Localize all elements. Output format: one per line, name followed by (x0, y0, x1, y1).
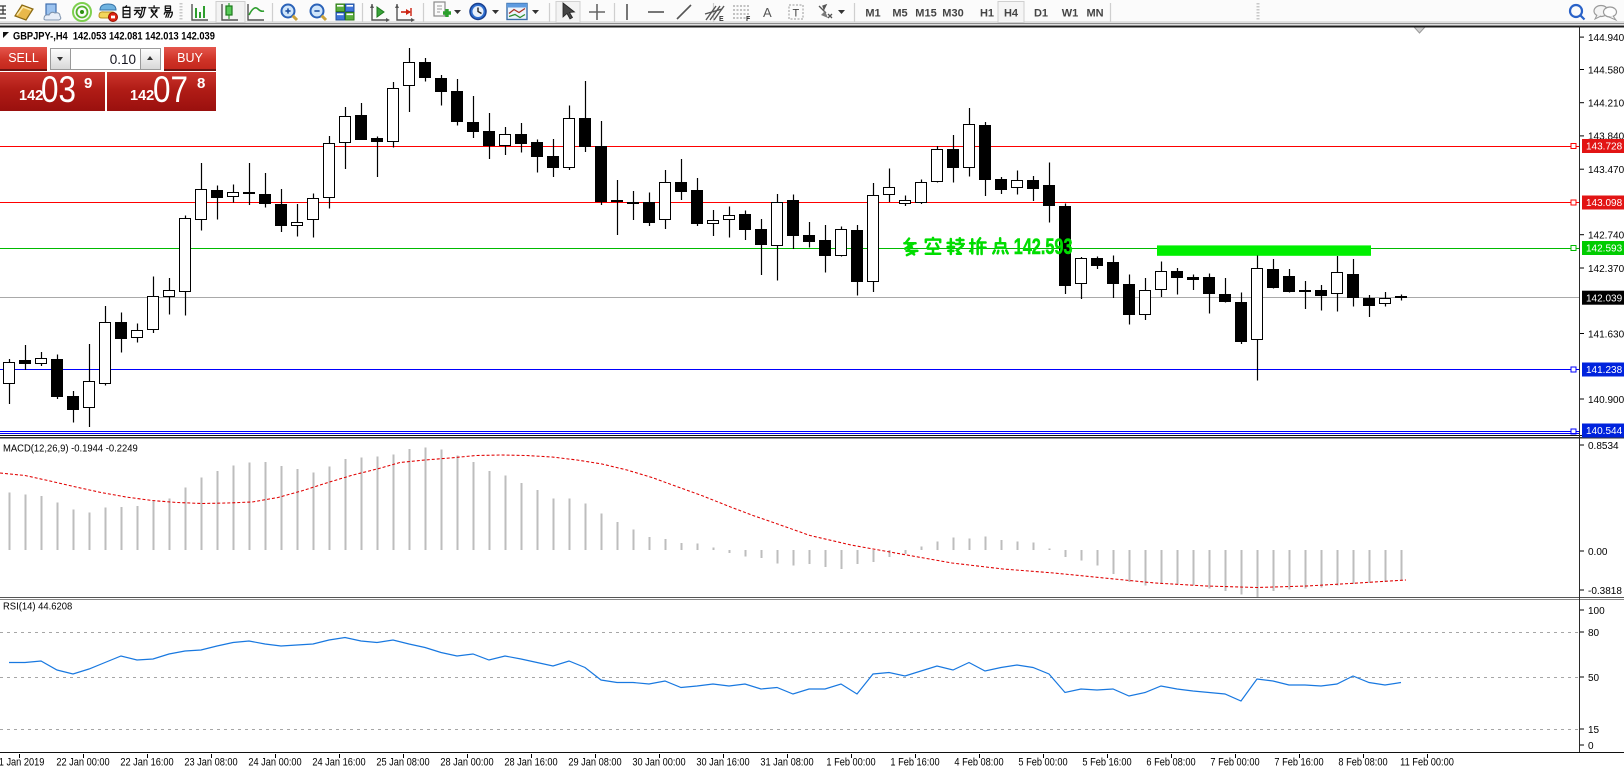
svg-text:M1: M1 (865, 8, 880, 20)
svg-text:143.728: 143.728 (1586, 142, 1623, 153)
svg-text:31 Jan 08:00: 31 Jan 08:00 (760, 757, 814, 769)
svg-text:1 Feb 00:00: 1 Feb 00:00 (826, 757, 876, 769)
svg-text:143.098: 143.098 (1586, 198, 1623, 209)
svg-text:142.039: 142.039 (1586, 293, 1623, 304)
svg-text:28 Jan 00:00: 28 Jan 00:00 (440, 757, 494, 769)
svg-text:30 Jan 00:00: 30 Jan 00:00 (632, 757, 686, 769)
svg-text:5 Feb 00:00: 5 Feb 00:00 (1018, 757, 1068, 769)
svg-text:50: 50 (1588, 673, 1600, 684)
svg-text:M30: M30 (942, 8, 963, 20)
svg-text:GBPJPY-,H4 142.053 142.081 14: GBPJPY-,H4 142.053 142.081 142.013 142.0… (13, 31, 215, 43)
svg-text:140.900: 140.900 (1588, 395, 1624, 406)
svg-text:7 Feb 16:00: 7 Feb 16:00 (1274, 757, 1324, 769)
svg-text:24 Jan 16:00: 24 Jan 16:00 (312, 757, 366, 769)
svg-text:H1: H1 (980, 8, 994, 20)
svg-text:144.580: 144.580 (1588, 65, 1624, 76)
svg-text:5 Feb 16:00: 5 Feb 16:00 (1082, 757, 1132, 769)
svg-text:A: A (763, 5, 772, 20)
svg-text:22 Jan 16:00: 22 Jan 16:00 (120, 757, 174, 769)
svg-text:0.00: 0.00 (1588, 547, 1608, 558)
svg-text:15: 15 (1588, 725, 1600, 736)
svg-text:140.544: 140.544 (1586, 426, 1623, 437)
svg-text:RSI(14) 44.6208: RSI(14) 44.6208 (3, 601, 73, 613)
svg-text:141.630: 141.630 (1588, 329, 1624, 340)
svg-text:29 Jan 08:00: 29 Jan 08:00 (568, 757, 622, 769)
svg-text:1 Feb 16:00: 1 Feb 16:00 (890, 757, 940, 769)
svg-text:-0.3818: -0.3818 (1588, 586, 1622, 597)
svg-text:30 Jan 16:00: 30 Jan 16:00 (696, 757, 750, 769)
svg-text:7 Feb 00:00: 7 Feb 00:00 (1210, 757, 1260, 769)
svg-text:W1: W1 (1062, 8, 1079, 20)
svg-text:F: F (746, 16, 751, 23)
svg-text:8 Feb 08:00: 8 Feb 08:00 (1338, 757, 1388, 769)
svg-text:80: 80 (1588, 628, 1600, 639)
svg-text:21 Jan 2019: 21 Jan 2019 (0, 757, 45, 769)
svg-text:143.840: 143.840 (1588, 132, 1624, 143)
svg-text:142.740: 142.740 (1588, 231, 1624, 242)
svg-text:4 Feb 08:00: 4 Feb 08:00 (954, 757, 1004, 769)
svg-text:24 Jan 00:00: 24 Jan 00:00 (248, 757, 302, 769)
svg-text:MACD(12,26,9) -0.1944 -0.2249: MACD(12,26,9) -0.1944 -0.2249 (3, 443, 138, 455)
svg-text:22 Jan 00:00: 22 Jan 00:00 (56, 757, 110, 769)
svg-text:E: E (719, 16, 724, 23)
svg-text:143.470: 143.470 (1588, 165, 1624, 176)
svg-text:100: 100 (1588, 606, 1605, 617)
svg-text:6 Feb 08:00: 6 Feb 08:00 (1146, 757, 1196, 769)
svg-text:D1: D1 (1034, 8, 1048, 20)
svg-text:0.8534: 0.8534 (1588, 441, 1619, 452)
svg-text:142.593: 142.593 (1586, 244, 1623, 255)
svg-text:11 Feb 00:00: 11 Feb 00:00 (1400, 757, 1454, 769)
svg-text:144.940: 144.940 (1588, 33, 1624, 44)
svg-text:142.370: 142.370 (1588, 264, 1624, 275)
svg-text:141.238: 141.238 (1586, 365, 1623, 376)
svg-text:H4: H4 (1004, 8, 1019, 20)
svg-text:T: T (793, 8, 800, 20)
svg-text:23 Jan 08:00: 23 Jan 08:00 (184, 757, 238, 769)
svg-text:28 Jan 16:00: 28 Jan 16:00 (504, 757, 558, 769)
svg-text:144.210: 144.210 (1588, 99, 1624, 110)
svg-text:MN: MN (1086, 8, 1103, 20)
svg-text:25 Jan 08:00: 25 Jan 08:00 (376, 757, 430, 769)
svg-text:M5: M5 (892, 8, 907, 20)
svg-text:142.593: 142.593 (1014, 235, 1073, 260)
svg-text:M15: M15 (915, 8, 936, 20)
svg-text:0: 0 (1588, 741, 1594, 752)
